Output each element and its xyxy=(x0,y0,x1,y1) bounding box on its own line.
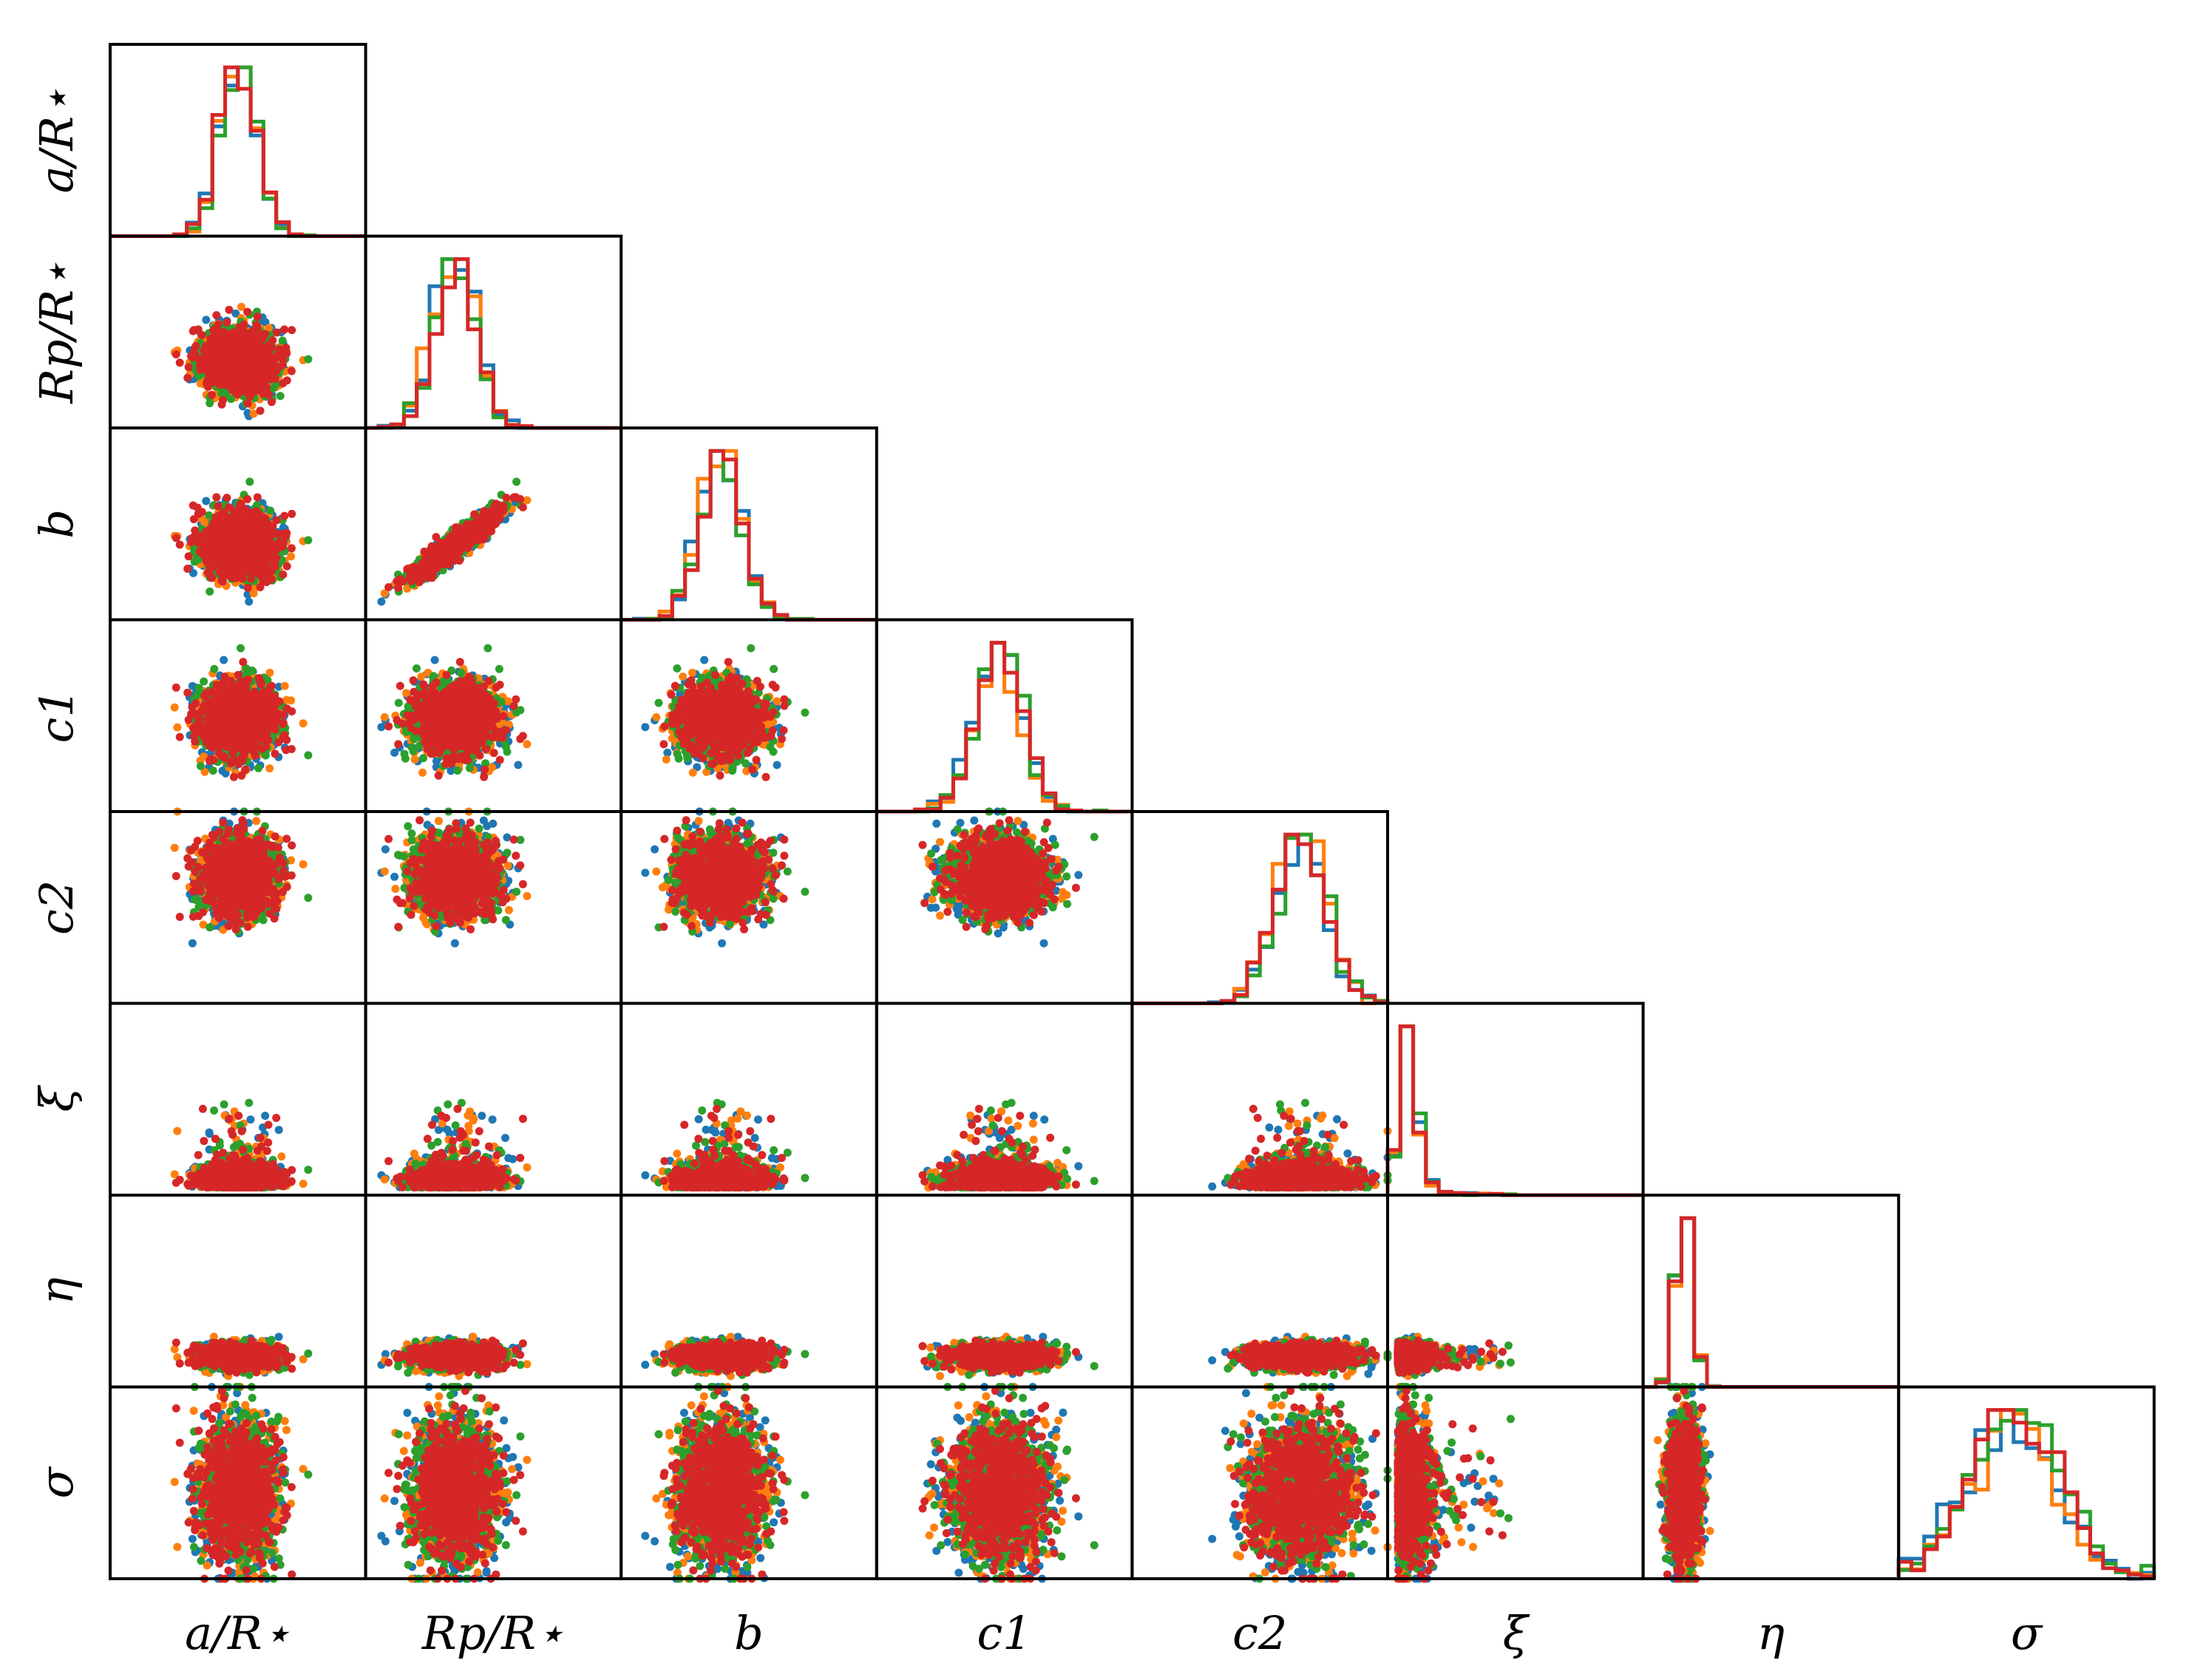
scatter-point xyxy=(304,356,312,364)
histogram-panel-0 xyxy=(110,44,366,237)
histogram-step-0-series-2 xyxy=(110,67,366,236)
histogram-step-0-series-3 xyxy=(110,67,366,236)
histogram-step-0-series-0 xyxy=(110,67,366,236)
scatter-panel-1-0 xyxy=(110,237,366,429)
histogram-step-0-series-1 xyxy=(110,67,366,236)
scatter-point xyxy=(202,316,210,324)
panels-layer xyxy=(110,44,2154,1583)
